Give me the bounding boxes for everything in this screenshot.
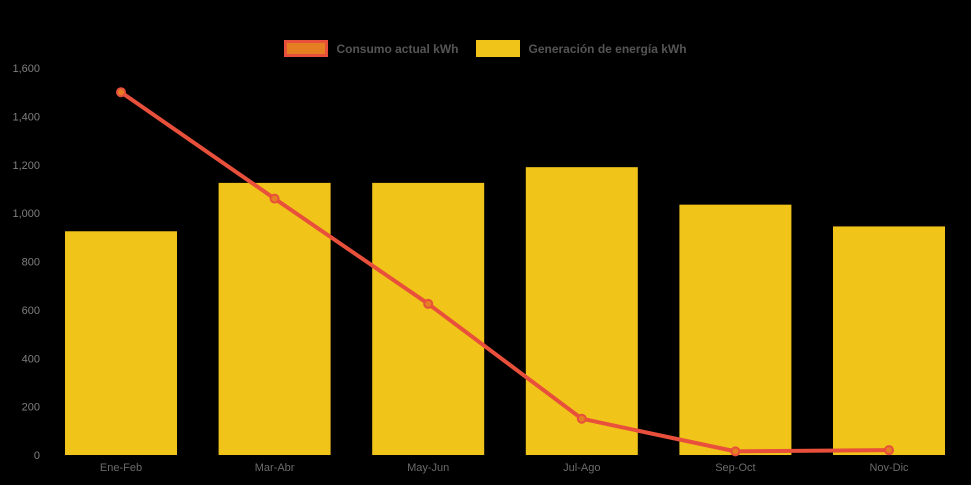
x-axis-label: Mar-Abr [255,462,295,474]
y-axis-tick-label: 1,400 [12,111,40,123]
x-axis-label: May-Jun [407,462,449,474]
bar-Sep-Oct[interactable] [679,204,792,455]
legend-swatch-bar-series [476,40,521,57]
x-axis-label: Jul-Ago [563,462,600,474]
bar-Mar-Abr[interactable] [218,182,331,455]
y-axis-tick-label: 1,200 [12,160,40,172]
x-axis-label: Ene-Feb [100,462,142,474]
line-marker-Ene-Feb[interactable] [116,87,126,98]
line-marker-Sep-Oct[interactable] [730,446,741,457]
y-axis-tick-label: 200 [22,402,40,414]
y-axis-tick-label: 0 [34,450,40,462]
bar-Ene-Feb[interactable] [65,231,177,455]
x-axis-label: Sep-Oct [715,462,755,474]
line-marker-Mar-Abr[interactable] [269,193,280,204]
chart-legend: Consumo actual kWh Generación de energía… [0,40,971,57]
legend-item-consumo-actual[interactable]: Consumo actual kWh [284,40,458,57]
y-axis-tick-label: 400 [22,353,40,365]
legend-item-generacion-energia[interactable]: Generación de energía kWh [476,40,687,57]
x-axis-label: Nov-Dic [869,462,909,474]
y-axis-tick-label: 800 [22,257,40,269]
consumption-line [119,90,891,454]
legend-label-generacion-energia: Generación de energía kWh [528,41,687,56]
y-axis-tick-label: 1,000 [12,208,40,220]
bar-Nov-Dic[interactable] [833,226,945,455]
y-axis-tick-label: 1,600 [12,63,40,75]
bar-May-Jun[interactable] [372,182,485,455]
legend-swatch-line-series [284,40,329,57]
line-marker-May-Jun[interactable] [423,298,434,309]
line-marker-Nov-Dic[interactable] [884,445,894,456]
line-marker-Jul-Ago[interactable] [576,413,587,424]
bar-Jul-Ago[interactable] [525,167,638,455]
y-axis-tick-label: 600 [22,305,40,317]
legend-label-consumo-actual: Consumo actual kWh [336,41,459,56]
